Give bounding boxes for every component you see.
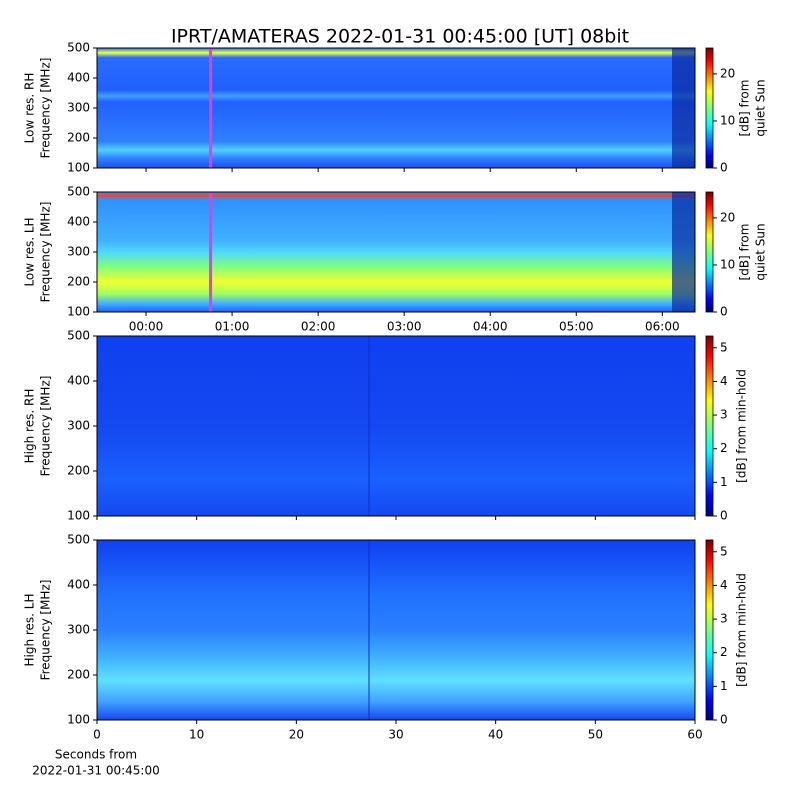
x-tick-label: 00:00 xyxy=(129,320,164,334)
x-tick-label: 05:00 xyxy=(559,320,594,334)
y-tick-label: 100 xyxy=(67,509,90,523)
x-tick-label: 06:00 xyxy=(645,320,680,334)
colorbar-tick-label: 3 xyxy=(720,612,728,626)
y-tick-label: 500 xyxy=(67,329,90,343)
colorbar-label: [dB] from xyxy=(738,224,752,281)
colorbar xyxy=(705,335,714,517)
y-tick-label: 100 xyxy=(67,713,90,727)
x-tick-label: 02:00 xyxy=(301,320,336,334)
y-tick-label: 200 xyxy=(67,275,90,289)
y-axis-label: Frequency [MHz] xyxy=(39,376,53,477)
x-tick-label: 30 xyxy=(388,728,403,742)
colorbar xyxy=(705,539,714,721)
colorbar-tick-label: 0 xyxy=(720,713,728,727)
y-tick-label: 300 xyxy=(67,623,90,637)
edge-shade xyxy=(672,48,695,168)
x-tick-label: 60 xyxy=(687,728,702,742)
x-tick-label: 01:00 xyxy=(215,320,250,334)
colorbar-tick-label: 4 xyxy=(720,578,728,592)
y-axis-label: Low res. LH xyxy=(23,217,37,286)
colorbar-tick-label: 0 xyxy=(720,509,728,523)
y-tick-label: 200 xyxy=(67,464,90,478)
colorbar-tick-label: 1 xyxy=(720,475,728,489)
y-axis-label: Frequency [MHz] xyxy=(39,202,53,303)
colorbar-tick-label: 1 xyxy=(720,679,728,693)
colorbar-label: [dB] from min-hold xyxy=(735,573,749,687)
y-tick-label: 400 xyxy=(67,215,90,229)
colorbar-tick-label: 0 xyxy=(720,161,728,175)
colorbar-tick-label: 20 xyxy=(720,66,735,80)
colorbar-label: quiet Sun xyxy=(754,223,768,280)
y-axis-label: Frequency [MHz] xyxy=(39,580,53,681)
edge-shade xyxy=(672,192,695,312)
y-axis-label: Frequency [MHz] xyxy=(39,58,53,159)
colorbar-tick-label: 4 xyxy=(720,374,728,388)
x-tick-label: 40 xyxy=(488,728,503,742)
colorbar-tick-label: 3 xyxy=(720,408,728,422)
y-tick-label: 300 xyxy=(67,101,90,115)
x-tick-label: 0 xyxy=(93,728,101,742)
colorbar xyxy=(705,191,714,313)
y-axis-label: Low res. RH xyxy=(23,73,37,144)
spectrogram xyxy=(97,192,695,312)
x-tick-label: 50 xyxy=(588,728,603,742)
colorbar-tick-label: 10 xyxy=(720,257,735,271)
y-tick-label: 500 xyxy=(67,41,90,55)
y-tick-label: 200 xyxy=(67,131,90,145)
x-axis-label: Seconds from xyxy=(55,748,137,762)
colorbar-label: [dB] from xyxy=(738,80,752,137)
colorbar-label: [dB] from min-hold xyxy=(735,369,749,483)
colorbar-tick-label: 2 xyxy=(720,441,728,455)
y-tick-label: 400 xyxy=(67,578,90,592)
colorbar-tick-label: 5 xyxy=(720,544,728,558)
y-tick-label: 400 xyxy=(67,71,90,85)
colorbar-tick-label: 10 xyxy=(720,113,735,127)
figure-title: IPRT/AMATERAS 2022-01-31 00:45:00 [UT] 0… xyxy=(171,26,629,48)
y-tick-label: 500 xyxy=(67,185,90,199)
spectrogram xyxy=(97,48,695,168)
spectrogram xyxy=(97,540,695,720)
colorbar-tick-label: 2 xyxy=(720,645,728,659)
y-tick-label: 200 xyxy=(67,668,90,682)
y-tick-label: 400 xyxy=(67,374,90,388)
colorbar-tick-label: 20 xyxy=(720,210,735,224)
colorbar-tick-label: 5 xyxy=(720,340,728,354)
x-tick-label: 20 xyxy=(289,728,304,742)
x-tick-label: 04:00 xyxy=(473,320,508,334)
x-tick-label: 03:00 xyxy=(387,320,422,334)
y-axis-label: High res. LH xyxy=(23,593,37,666)
y-tick-label: 100 xyxy=(67,305,90,319)
y-tick-label: 100 xyxy=(67,161,90,175)
colorbar xyxy=(705,47,714,169)
y-tick-label: 300 xyxy=(67,245,90,259)
x-tick-label: 10 xyxy=(189,728,204,742)
y-tick-label: 300 xyxy=(67,419,90,433)
spectrogram xyxy=(97,336,695,516)
y-axis-label: High res. RH xyxy=(23,389,37,464)
x-axis-label: 2022-01-31 00:45:00 xyxy=(32,764,159,778)
colorbar-label: quiet Sun xyxy=(754,79,768,136)
y-tick-label: 500 xyxy=(67,533,90,547)
colorbar-tick-label: 0 xyxy=(720,305,728,319)
